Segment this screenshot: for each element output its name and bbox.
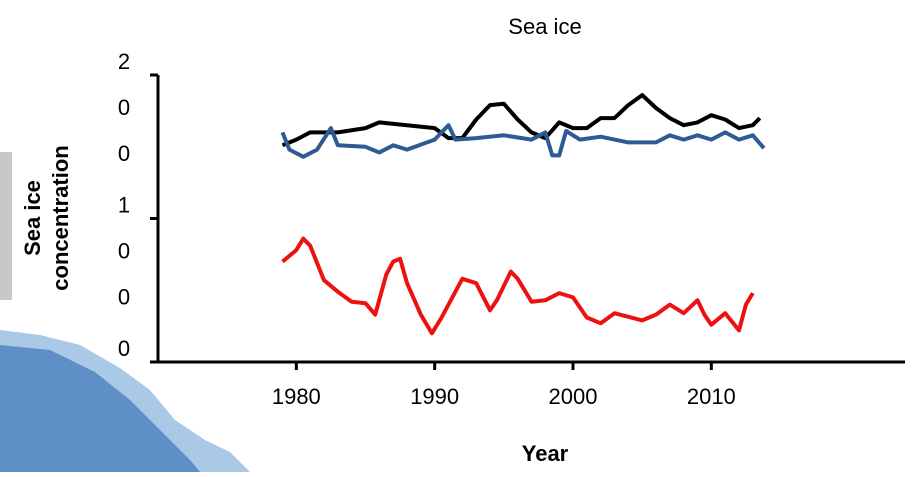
x-tick-label: 2010 — [687, 384, 736, 409]
page: {"chart_data": {"type": "line", "title":… — [0, 0, 922, 472]
chart-title: Sea ice — [508, 14, 581, 39]
x-axis-label: Year — [522, 441, 569, 466]
y-tick-label: 0 — [118, 336, 130, 361]
side-panel — [0, 152, 12, 300]
x-tick-label: 1990 — [410, 384, 459, 409]
x-tick-label: 1980 — [272, 384, 321, 409]
series-line — [283, 239, 753, 334]
chart: Sea ice Year Sea iceconcentration 0 100 20… — [0, 0, 922, 472]
x-tick-label: 2000 — [549, 384, 598, 409]
